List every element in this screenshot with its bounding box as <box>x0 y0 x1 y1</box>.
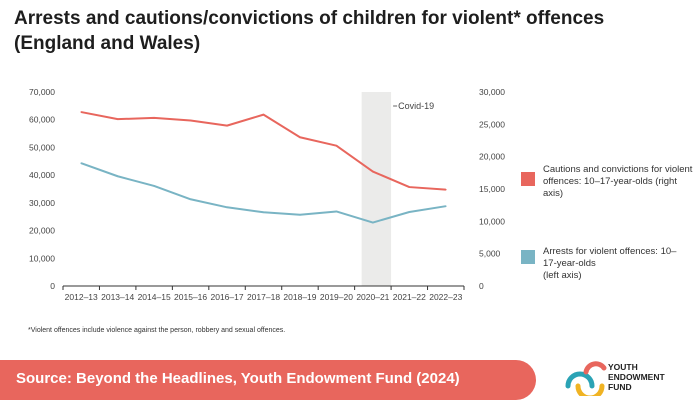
x-tick-label: 2019–20 <box>320 292 353 302</box>
cautions-data-point <box>226 124 228 127</box>
source-banner: Source: Beyond the Headlines, Youth Endo… <box>0 360 536 400</box>
cautions-data-point <box>80 111 83 113</box>
line-chart: Covid-19 2012–13 2013–14 2014–15 2015–16 2016… <box>29 87 505 302</box>
left-y-tick-label: 50,000 <box>29 142 55 152</box>
covid-label: Covid-19 <box>398 101 434 111</box>
left-y-tick-label: 70,000 <box>29 87 55 97</box>
x-tick-label: 2017–18 <box>247 292 280 302</box>
source-text: Source: Beyond the Headlines, Youth Endo… <box>16 370 460 387</box>
arrests-data-point <box>408 211 411 213</box>
right-y-tick-label: 5,000 <box>479 249 501 259</box>
footnote: *Violent offences include violence again… <box>28 327 286 334</box>
arrests-data-point <box>335 210 338 213</box>
cautions-data-point <box>335 144 338 147</box>
left-y-tick-label: 0 <box>50 281 55 291</box>
x-tick-label: 2012–13 <box>65 292 98 302</box>
left-y-tick-label: 40,000 <box>29 170 55 180</box>
arrests-data-point <box>116 175 119 178</box>
logo-line-1: YOUTH <box>608 362 638 372</box>
legend-swatch-arrests <box>521 250 535 264</box>
right-y-tick-label: 10,000 <box>479 216 505 226</box>
right-y-tick-label: 30,000 <box>479 87 505 97</box>
x-tick-label: 2018–19 <box>283 292 316 302</box>
cautions-data-point <box>153 117 155 119</box>
chart-title: Arrests and cautions/convictions of chil… <box>14 8 605 54</box>
legend-label-arrests: Arrests for violent offences: 10– 17-yea… <box>543 246 677 281</box>
left-y-tick-label: 30,000 <box>29 198 55 208</box>
right-y-tick-label: 25,000 <box>479 119 505 129</box>
cautions-data-point <box>189 119 192 122</box>
arrests-data-point <box>444 205 447 207</box>
x-tick-label: 2015–16 <box>174 292 207 302</box>
cautions-data-point <box>116 118 119 120</box>
logo-line-3: FUND <box>608 382 632 392</box>
arrests-data-point <box>262 211 265 214</box>
x-tick-label: 2013–14 <box>101 292 134 302</box>
logo-text: YOUTH ENDOWMENT FUND <box>608 362 665 392</box>
rainbow-arcs-icon <box>565 361 607 401</box>
arrests-data-point <box>372 221 374 224</box>
cautions-data-point <box>262 113 265 116</box>
arrests-data-point <box>189 198 192 201</box>
x-tick-label: 2022–23 <box>429 292 462 302</box>
x-tick-label: 2016–17 <box>210 292 243 302</box>
legend-swatch-cautions <box>521 172 535 186</box>
cautions-data-point <box>372 170 374 173</box>
cautions-data-point <box>408 186 411 188</box>
right-y-tick-label: 0 <box>479 281 484 291</box>
logo-line-2: ENDOWMENT <box>608 372 665 382</box>
left-y-tick-label: 60,000 <box>29 115 55 125</box>
right-y-tick-label: 15,000 <box>479 184 505 194</box>
x-tick-label: 2014–15 <box>138 292 171 302</box>
cautions-data-point <box>299 136 301 139</box>
right-y-tick-label: 20,000 <box>479 152 505 162</box>
left-y-tick-label: 20,000 <box>29 226 55 236</box>
cautions-data-point <box>444 188 447 191</box>
left-y-tick-label: 10,000 <box>29 253 55 263</box>
covid-band <box>361 92 392 286</box>
youth-endowment-fund-logo: YOUTH ENDOWMENT FUND <box>564 356 694 404</box>
arrests-data-point <box>153 185 155 187</box>
legend-label-cautions: Cautions and convictions for violent off… <box>543 164 693 199</box>
arrests-data-point <box>80 162 83 165</box>
arrests-data-point <box>299 213 301 216</box>
arrests-data-point <box>226 206 228 209</box>
x-tick-label: 2020–21 <box>356 292 389 302</box>
x-tick-label: 2021–22 <box>393 292 426 302</box>
